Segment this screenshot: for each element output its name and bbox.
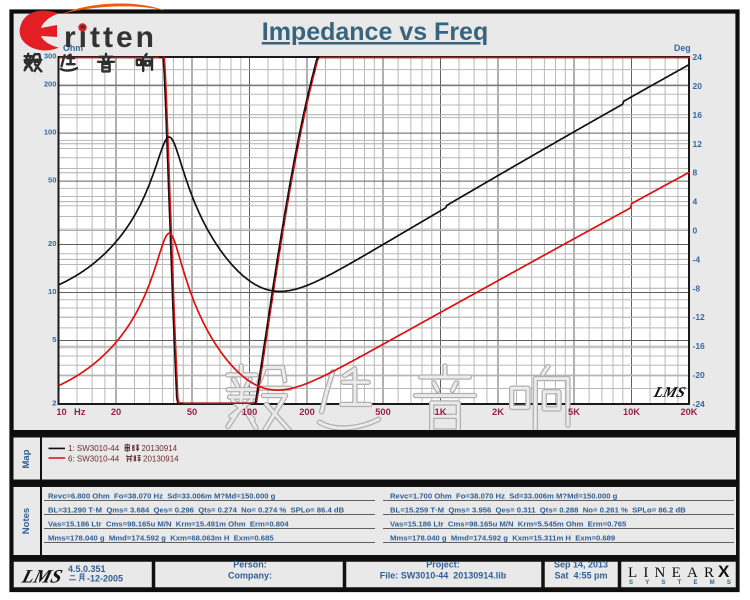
svg-text:Impedance vs Freq: Impedance vs Freq [262,18,488,46]
svg-text:LINEAR: LINEAR [628,565,720,581]
svg-text:5: 5 [52,335,57,344]
svg-text:50: 50 [48,176,56,185]
svg-text:Deg: Deg [674,43,691,53]
svg-text:1: SW3010-44: 1: SW3010-44 [68,444,120,453]
svg-text:Mms=178.040 g Mmd=174.592 g: Mms=178.040 g Mmd=174.592 g Kxm=68.063m … [48,534,274,543]
svg-text:300: 300 [44,52,57,61]
svg-text:-24: -24 [693,399,706,409]
svg-text:1K: 1K [435,407,447,417]
svg-text:4.5.0.351: 4.5.0.351 [68,564,106,574]
svg-text:500: 500 [375,407,391,417]
svg-text:20130914: 20130914 [142,444,178,453]
svg-text:File: SW3010-44 20130914.lib: File: SW3010-44 20130914.lib [380,571,507,581]
svg-text:Revc=6.800 Ohm Fo=38.070 Hz: Revc=6.800 Ohm Fo=38.070 Hz Sd=33.006m M… [48,492,276,501]
svg-text:-16: -16 [693,341,706,351]
svg-text:-20: -20 [693,370,706,380]
svg-text:100: 100 [242,407,258,417]
svg-text:Revc=1.700 Ohm Fo=38.070 Hz: Revc=1.700 Ohm Fo=38.070 Hz Sd=33.006m M… [390,492,618,501]
svg-text:10: 10 [56,407,66,417]
svg-text:20K: 20K [680,407,697,417]
svg-text:LMS: LMS [651,384,688,401]
svg-text:SYSTEMS: SYSTEMS [629,580,743,586]
svg-text:BL=15.259 T·M Qms= 3.956 Qes: BL=15.259 T·M Qms= 3.956 Qes= 0.311 Qts=… [390,506,686,515]
svg-text:LMS: LMS [19,567,65,588]
svg-text:10K: 10K [623,407,640,417]
svg-text:Company:: Company: [228,571,272,581]
svg-text:ritten: ritten [64,21,157,54]
svg-text:Notes: Notes [21,508,32,534]
svg-text:50: 50 [187,407,197,417]
svg-text:Hz: Hz [74,407,86,417]
svg-text:BL=31.290 T·M Qms= 3.684 Qes: BL=31.290 T·M Qms= 3.684 Qes= 0.296 Qts=… [48,506,345,515]
svg-text:200: 200 [299,407,315,417]
svg-text:-12-2005: -12-2005 [87,574,123,584]
svg-text:200: 200 [44,80,57,89]
svg-text:6: SW3010-44: 6: SW3010-44 [68,455,120,464]
svg-text:8: 8 [693,168,698,178]
svg-text:100: 100 [44,128,57,137]
svg-text:20: 20 [48,239,56,248]
svg-text:20: 20 [693,81,703,91]
svg-text:-12: -12 [693,312,706,322]
svg-text:X: X [718,562,730,581]
svg-text:12: 12 [693,139,703,149]
svg-text:Person:: Person: [233,560,267,570]
svg-text:20130914: 20130914 [143,455,179,464]
svg-text:Ohm: Ohm [63,43,83,53]
svg-text:5K: 5K [568,407,580,417]
svg-text:24: 24 [693,52,703,62]
svg-text:0: 0 [693,226,698,236]
svg-text:Mms=178.040 g Mmd=174.592 g: Mms=178.040 g Mmd=174.592 g Kxm=15.311m … [390,534,615,543]
svg-text:2: 2 [52,399,56,408]
svg-text:2K: 2K [492,407,504,417]
svg-text:Sep 14, 2013: Sep 14, 2013 [554,560,608,570]
svg-text:Map: Map [21,449,32,468]
svg-text:Vas=15.186 Ltr Cms=98.165u M/: Vas=15.186 Ltr Cms=98.165u M/N Krm=15.49… [48,520,289,529]
svg-text:4: 4 [693,197,698,207]
svg-text:10: 10 [48,287,56,296]
svg-text:Sat 4:55 pm: Sat 4:55 pm [554,571,607,581]
svg-text:-8: -8 [693,283,701,293]
svg-text:-4: -4 [693,254,701,264]
svg-text:Vas=15.186 Ltr Cms=98.165u M/: Vas=15.186 Ltr Cms=98.165u M/N Krm=5.545… [390,520,627,529]
svg-text:16: 16 [693,110,703,120]
svg-text:Project:: Project: [426,560,460,570]
svg-text:20: 20 [111,407,121,417]
